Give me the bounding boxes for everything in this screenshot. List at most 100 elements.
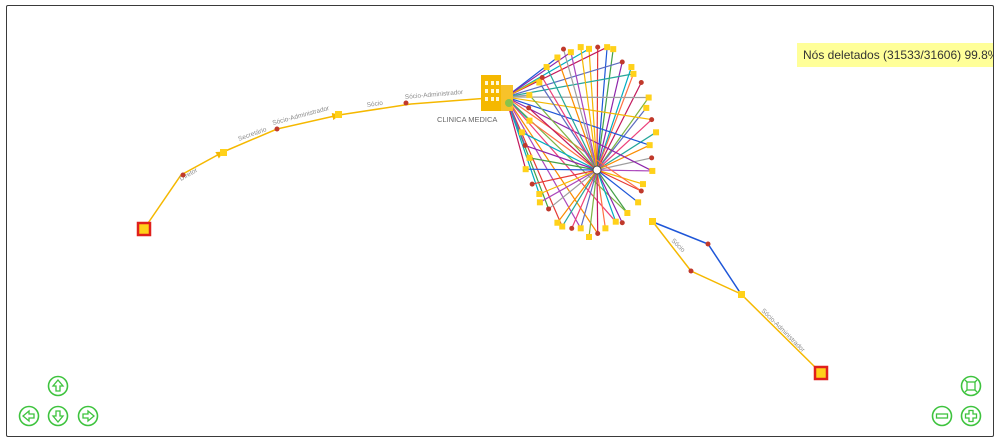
cluster-edge <box>505 96 599 234</box>
cluster-edge <box>596 131 657 171</box>
cluster-edge <box>561 169 598 227</box>
cluster-edge <box>596 107 647 171</box>
node-box <box>554 219 561 226</box>
node-box <box>610 46 617 53</box>
cluster-edge <box>539 169 598 203</box>
cluster-edge <box>529 120 598 171</box>
cluster-edge <box>596 169 639 203</box>
edge-label-socio-administrador-right: Sócio-Administrador <box>760 307 807 354</box>
cluster-edge <box>556 169 598 224</box>
node-box <box>649 167 656 174</box>
fit-screen-button[interactable] <box>960 375 982 397</box>
cluster-edge <box>505 96 582 229</box>
node-box <box>567 49 574 56</box>
node-box <box>536 79 543 86</box>
node-box <box>335 111 342 118</box>
cluster-edge <box>596 119 653 171</box>
node-person <box>595 230 601 236</box>
node-person <box>619 220 625 226</box>
zoom-in-button[interactable] <box>960 405 982 427</box>
pan-up-button[interactable] <box>47 375 69 397</box>
node-person <box>561 46 567 52</box>
deleted-nodes-status: Nós deletados (31533/31606) 99.8% <box>797 43 993 67</box>
zoom-out-button[interactable] <box>931 405 953 427</box>
cluster-edge <box>571 169 598 229</box>
cluster-edge <box>528 94 598 171</box>
cluster-edge <box>596 169 623 223</box>
node-box <box>577 225 584 232</box>
cluster-edge <box>541 77 598 171</box>
cluster-edge <box>538 82 598 171</box>
cluster-edge <box>596 66 632 171</box>
left-chain: Sócio-Administrador Sócio Sócio-Administ… <box>136 89 490 237</box>
cluster-edge <box>528 107 598 171</box>
node-box <box>536 191 543 198</box>
node-person <box>649 155 655 161</box>
cluster-edge <box>588 169 598 238</box>
cluster-edge <box>505 96 650 146</box>
cluster-edge <box>505 96 652 121</box>
zoom-in-icon <box>960 405 982 427</box>
edge-label-socio: Sócio <box>366 100 383 109</box>
center-company-node[interactable]: CLINICA MEDICA <box>437 75 513 124</box>
node-person <box>546 206 552 212</box>
node-box <box>577 44 584 51</box>
node-box <box>645 94 652 101</box>
edge-right-1 <box>652 221 742 295</box>
node-person <box>539 74 545 80</box>
pan-left-button[interactable] <box>18 405 40 427</box>
graph-canvas[interactable]: Sócio-Administrador Sócio Sócio-Administ… <box>6 5 994 437</box>
center-node-label: CLINICA MEDICA <box>437 115 497 124</box>
arrow-right-icon <box>77 405 99 427</box>
cluster-edge <box>570 52 598 171</box>
cluster-edge <box>596 169 628 214</box>
cluster-edge <box>596 49 614 171</box>
fit-screen-icon <box>960 375 982 397</box>
node-person <box>649 117 655 123</box>
cluster-edge <box>505 51 572 98</box>
edge-right-3 <box>740 293 822 374</box>
edge-right-2 <box>652 221 742 295</box>
arrow-up-icon <box>47 375 69 397</box>
node-box <box>220 149 227 156</box>
node-person <box>569 225 575 231</box>
pan-down-button[interactable] <box>47 405 69 427</box>
node-box <box>612 218 619 225</box>
cluster-edge <box>596 169 606 229</box>
node-box <box>624 209 631 216</box>
cluster-edge <box>596 169 653 172</box>
node-box <box>639 181 646 188</box>
cluster-edge <box>539 169 598 195</box>
cluster-edge <box>596 73 634 171</box>
highlighted-node <box>813 365 829 381</box>
node-person <box>595 44 601 50</box>
cluster-edge <box>532 169 598 185</box>
cluster-edge <box>546 66 598 171</box>
node-box <box>635 199 642 206</box>
zoom-out-icon <box>931 405 953 427</box>
node-box <box>526 117 533 124</box>
network-graph[interactable]: Sócio-Administrador Sócio Sócio-Administ… <box>7 6 993 436</box>
right-chain: Sócio Sócio-Administrador <box>649 218 829 381</box>
cluster-edge <box>521 131 598 171</box>
cluster-edge <box>505 61 623 98</box>
cluster-edge <box>562 48 598 171</box>
cluster-edge <box>580 169 598 229</box>
node-person <box>403 100 409 106</box>
node-person <box>522 143 528 149</box>
arrow-left-icon <box>18 405 40 427</box>
arrow-down-icon <box>47 405 69 427</box>
cluster-edge <box>596 169 599 234</box>
edge-label-socio-administrador: Sócio-Administrador <box>405 89 465 101</box>
node-box <box>653 129 660 136</box>
cluster-edge <box>556 57 598 171</box>
cluster-edge <box>525 168 598 171</box>
node-person <box>619 59 625 65</box>
node-person <box>638 79 644 85</box>
node-person <box>638 188 644 194</box>
cluster-edge <box>580 47 598 171</box>
cluster-edge <box>588 48 598 171</box>
node-person <box>705 241 711 247</box>
cluster-edge <box>596 97 650 171</box>
pan-right-button[interactable] <box>77 405 99 427</box>
